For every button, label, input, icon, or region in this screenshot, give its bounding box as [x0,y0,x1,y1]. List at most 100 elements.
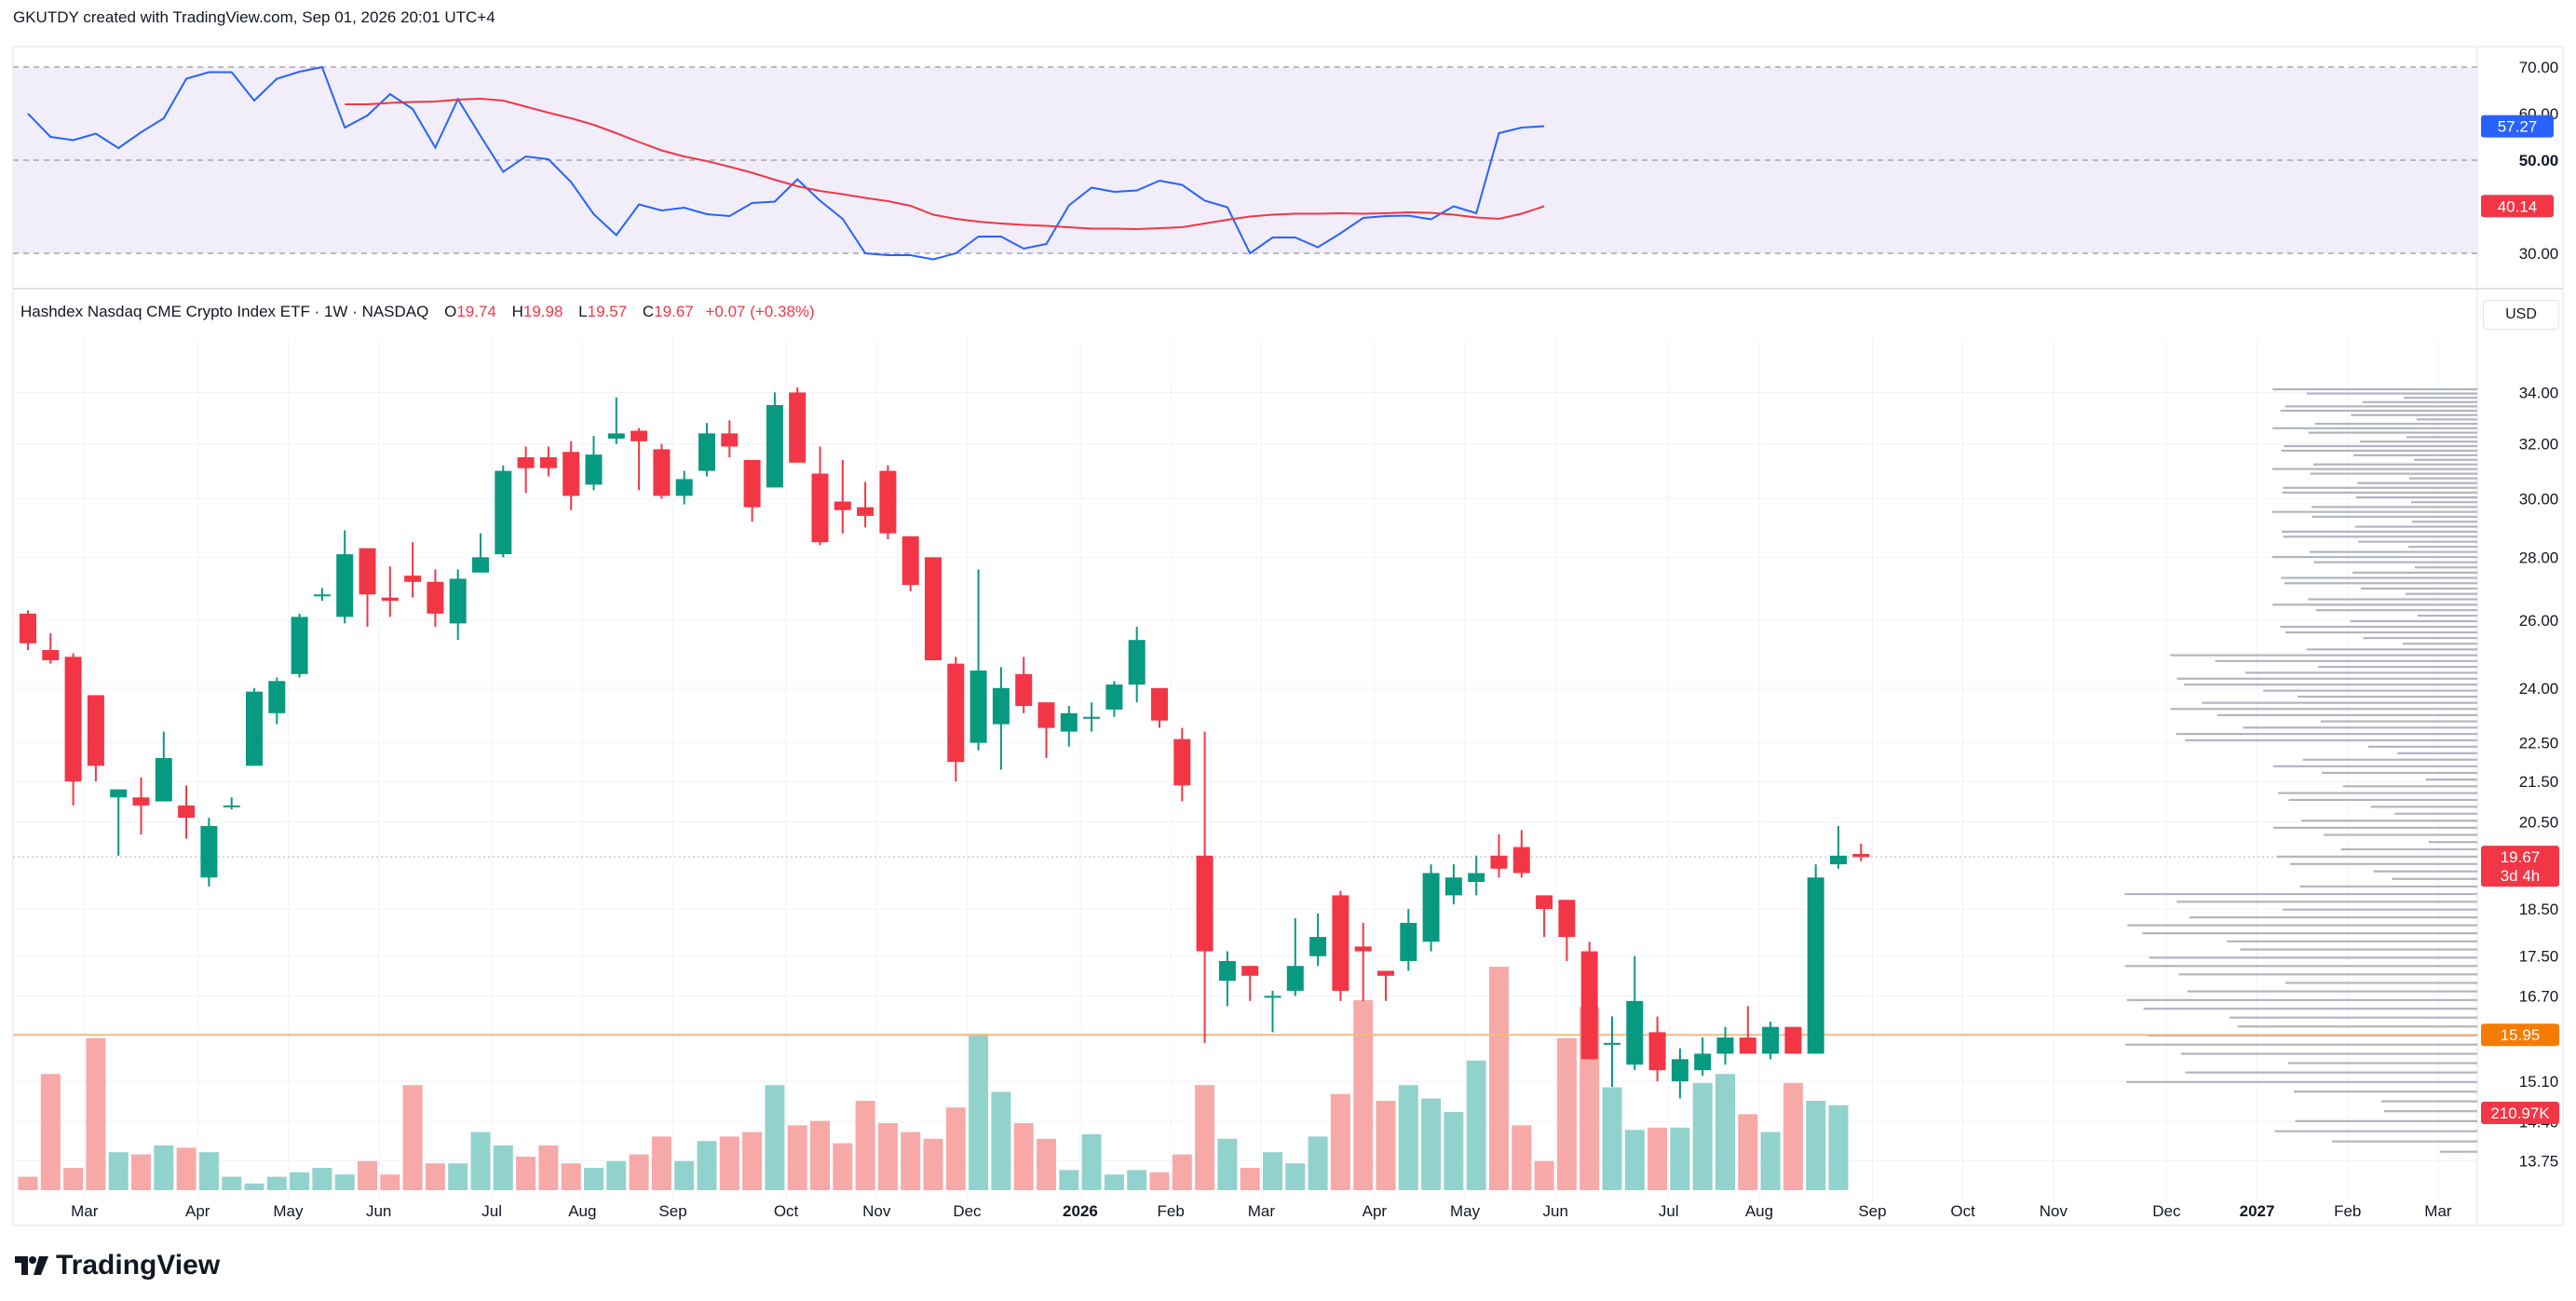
volume-profile-bar [2425,778,2477,781]
candle [1015,657,1033,713]
time-tick-label: Apr [185,1202,210,1220]
volume-profile-bar [2178,973,2477,976]
candle [1468,855,1485,896]
volume-profile-bar [2314,422,2477,426]
volume-profile-bar [2272,427,2477,429]
candle-body [879,470,897,534]
candle [1196,731,1213,1043]
volume-profile-bar [2394,812,2477,815]
volume-bar [470,1132,491,1190]
candle [698,423,715,477]
candle [563,440,580,510]
low-label: L [578,303,588,320]
volume-profile-bar [2312,506,2477,508]
volume-profile-bar [2282,530,2477,533]
candle-body [834,501,851,510]
candle-body [539,457,557,468]
price-label: 210.97K [2490,1104,2550,1122]
candle [585,436,603,491]
volume-bar [651,1136,671,1190]
candle-body [517,457,535,468]
currency-button[interactable]: USD [2483,300,2559,330]
candle [1626,955,1644,1071]
candle-body [1536,895,1553,910]
volume-profile-bar [2408,477,2477,480]
candle-body [1830,855,1847,865]
volume-profile-bar [2202,701,2477,704]
volume-bar [1330,1093,1350,1190]
volume-profile-bar [2357,481,2477,484]
volume-profile-bar [2317,665,2477,669]
volume-bar [1195,1085,1215,1190]
candle [789,387,807,463]
candle [1218,951,1236,1007]
volume-bar [244,1183,264,1190]
volume-profile-bar [2343,785,2477,788]
candle-body [1671,1059,1688,1082]
candle-body [1173,739,1191,786]
ohlc-legend: Hashdex Nasdaq CME Crypto Index ETF · 1W… [20,303,815,321]
volume-bar [1624,1130,1645,1190]
volume-profile [2124,387,2477,1153]
volume-profile-bar [2282,491,2477,495]
volume-bar [674,1160,695,1190]
candle-body [1422,873,1440,942]
volume-profile-bar [2280,625,2477,629]
candle-body [1580,951,1598,1060]
tradingview-logo-icon [15,1256,48,1275]
candle-body [313,594,331,597]
candles [20,387,1870,1099]
volume-profile-bar [2243,726,2477,729]
candle [359,548,376,627]
candle [811,446,829,546]
candle [721,420,739,458]
volume-profile-bar [2170,654,2477,657]
tradingview-logo[interactable]: TradingView [13,1250,220,1281]
candle-body [1716,1037,1734,1054]
candle-body [20,613,36,644]
volume-profile-bar [2227,940,2477,942]
volume-profile-bar [2285,405,2477,408]
candle-body [675,479,693,496]
volume-bar [810,1120,830,1190]
volume-profile-bar [2299,885,2477,888]
volume-profile-bar [2142,932,2477,935]
candle-body [291,617,308,674]
symbol-title[interactable]: Hashdex Nasdaq CME Crypto Index ETF · 1W… [20,303,429,320]
time-tick-label: Aug [568,1202,596,1220]
volume-profile-bar [2360,587,2477,590]
candle [1580,942,1598,1060]
rsi-current-label-bg [2481,115,2554,138]
volume-profile-bar [2414,566,2477,569]
volume-bar [855,1101,875,1190]
candle-body [381,597,399,602]
time-tick-label: Jun [1543,1202,1568,1220]
time-tick-label: Oct [1950,1202,1975,1220]
candle-body [1512,847,1530,874]
rsi-line-group [27,65,1545,261]
volume-bar [1444,1112,1464,1190]
volume-bar [1715,1074,1735,1190]
volume-profile-bar [2397,752,2477,754]
volume-bar [358,1160,377,1190]
candle-body [1332,895,1349,991]
volume-profile-bar [2354,525,2477,528]
candle [1060,706,1078,747]
volume-profile-bar [2301,820,2477,822]
volume-profile-bar [2352,571,2477,574]
candle-body [607,433,625,439]
time-tick-label: Feb [2334,1202,2361,1220]
candle-body [1852,853,1870,858]
price-tick-label: 22.50 [2519,735,2559,752]
candle [1151,687,1168,728]
volume-bar [1421,1098,1442,1190]
volume-bar [425,1163,445,1190]
candle-body [1037,702,1055,728]
candle-body [1128,640,1146,685]
volume-bar [1670,1127,1690,1190]
candle-body [743,459,761,508]
candle [834,459,851,534]
time-tick-label: Dec [2152,1202,2181,1220]
candle-body [1151,687,1168,721]
